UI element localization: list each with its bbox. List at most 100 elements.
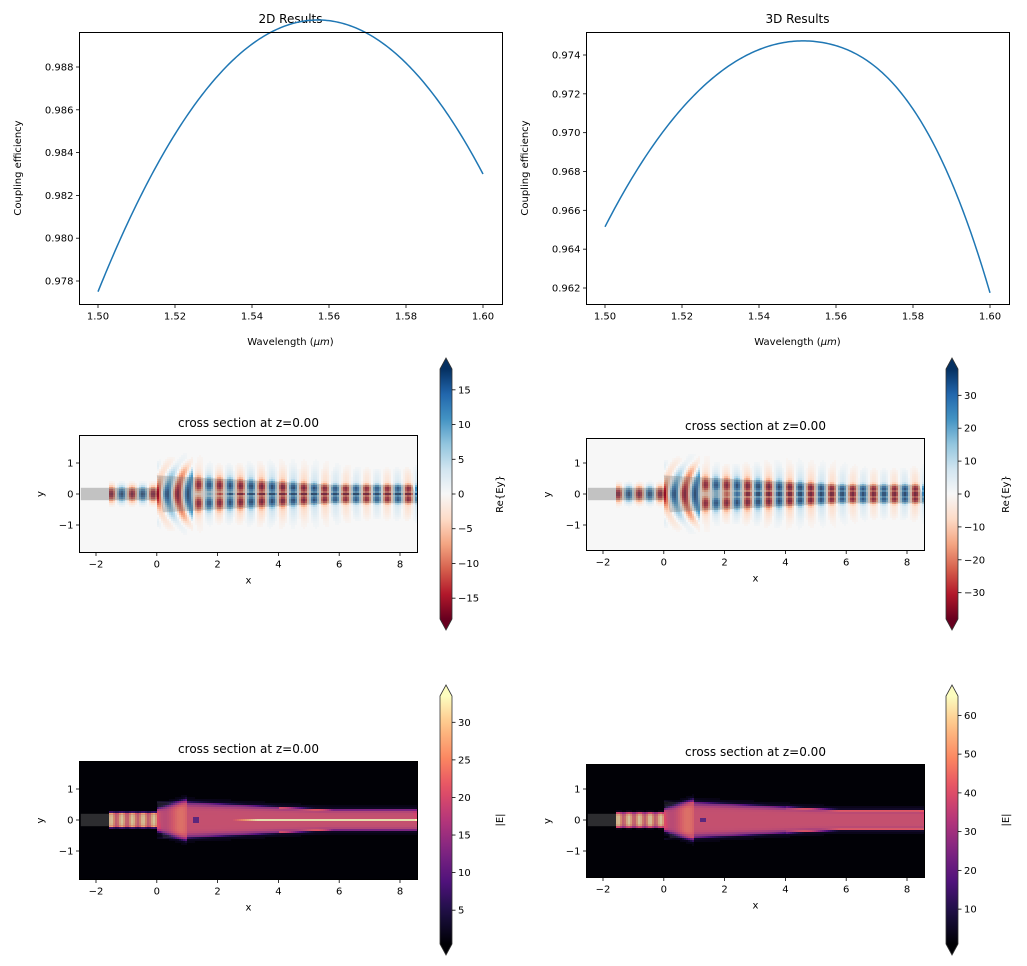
- heatmap-cell: [650, 484, 652, 486]
- heatmap-cell: [301, 461, 303, 463]
- heatmap-cell: [159, 487, 161, 489]
- heatmap-cell: [209, 513, 211, 515]
- heatmap-cell: [229, 471, 231, 473]
- heatmap-cell: [337, 481, 339, 483]
- heatmap-cell: [662, 502, 664, 504]
- heatmap-cell: [668, 502, 670, 504]
- heatmap-cell: [409, 485, 411, 487]
- heatmap-cell: [413, 477, 415, 479]
- heatmap-cell: [385, 519, 387, 521]
- heatmap-cell: [349, 471, 351, 473]
- heatmap-cell: [211, 489, 213, 491]
- heatmap-cell: [676, 496, 678, 498]
- heatmap-cell: [227, 483, 229, 485]
- heatmap-cell: [253, 499, 255, 501]
- heatmap-cell: [125, 483, 127, 485]
- heatmap-cell: [171, 479, 173, 481]
- heatmap-cell: [337, 475, 339, 477]
- heatmap-cell: [273, 479, 275, 481]
- heatmap-cell: [317, 513, 319, 515]
- heatmap-cell: [373, 501, 375, 503]
- heatmap-cell: [253, 519, 255, 521]
- heatmap-cell: [293, 469, 295, 471]
- heatmap-cell: [241, 521, 243, 523]
- heatmap-cell: [235, 469, 237, 471]
- heatmap-cell: [151, 485, 153, 487]
- heatmap-cell: [189, 473, 191, 475]
- heatmap-cell: [233, 509, 235, 511]
- heatmap-cell: [233, 497, 235, 499]
- heatmap-cell: [179, 495, 181, 497]
- heatmap-cell: [303, 521, 305, 523]
- heatmap-cell: [119, 487, 121, 489]
- heatmap-cell: [640, 500, 642, 502]
- heatmap-cell: [269, 487, 271, 489]
- heatmap-cell: [652, 486, 654, 488]
- heatmap-cell: [339, 519, 341, 521]
- heatmap-cell: [159, 517, 161, 519]
- heatmap-cell: [676, 508, 678, 510]
- heatmap-cell: [221, 469, 223, 471]
- heatmap-cell: [229, 481, 231, 483]
- heatmap-cell: [311, 495, 313, 497]
- heatmap-cell: [678, 456, 680, 458]
- heatmap-cell: [315, 515, 317, 517]
- heatmap-cell: [321, 479, 323, 481]
- heatmap-cell: [405, 503, 407, 505]
- heatmap-cell: [676, 472, 678, 474]
- heatmap-cell: [197, 505, 199, 507]
- heatmap-cell: [211, 487, 213, 489]
- heatmap-cell: [692, 512, 694, 514]
- heatmap-cell: [644, 488, 646, 490]
- heatmap-cell: [291, 467, 293, 469]
- heatmap-cell: [325, 493, 327, 495]
- heatmap-cell: [269, 481, 271, 483]
- heatmap-cell: [678, 484, 680, 486]
- heatmap-cell: [135, 487, 137, 489]
- heatmap-cell: [327, 497, 329, 499]
- heatmap-cell: [157, 511, 159, 513]
- heatmap-cell: [333, 487, 335, 489]
- heatmap-cell: [227, 485, 229, 487]
- heatmap-cell: [672, 518, 674, 520]
- heatmap-cell: [682, 464, 684, 466]
- heatmap-cell: [379, 477, 381, 479]
- heatmap-cell: [271, 479, 273, 481]
- heatmap-cell: [331, 489, 333, 491]
- heatmap-cell: [253, 475, 255, 477]
- heatmap-cell: [237, 465, 239, 467]
- heatmap-cell: [413, 475, 415, 477]
- heatmap-cell: [185, 475, 187, 477]
- heatmap-cell: [401, 481, 403, 483]
- heatmap-cell: [179, 521, 181, 523]
- heatmap-cell: [289, 513, 291, 515]
- heatmap-cell: [688, 482, 690, 484]
- heatmap-cell: [674, 500, 676, 502]
- heatmap-cell: [225, 489, 227, 491]
- heatmap-cell: [171, 469, 173, 471]
- heatmap-cell: [205, 465, 207, 467]
- heatmap-cell: [331, 509, 333, 511]
- heatmap-cell: [143, 505, 145, 507]
- heatmap-cell: [197, 459, 199, 461]
- heatmap-cell: [163, 503, 165, 505]
- heatmap-cell: [217, 501, 219, 503]
- heatmap-cell: [684, 472, 686, 474]
- y-tick-label: 0.984: [45, 148, 74, 159]
- heatmap-cell: [399, 473, 401, 475]
- heatmap-cell: [217, 495, 219, 497]
- heatmap-cell: [151, 501, 153, 503]
- heatmap-cell: [163, 511, 165, 513]
- heatmap-cell: [223, 511, 225, 513]
- heatmap-cell: [273, 509, 275, 511]
- heatmap-cell: [674, 526, 676, 528]
- heatmap-cell: [662, 490, 664, 492]
- heatmap-cell: [175, 487, 177, 489]
- heatmap-cell: [317, 497, 319, 499]
- heatmap-cell: [271, 491, 273, 493]
- heatmap-cell: [145, 489, 147, 491]
- heatmap-cell: [331, 505, 333, 507]
- heatmap-cell: [247, 517, 249, 519]
- heatmap-cell: [295, 517, 297, 519]
- heatmap-cell: [672, 492, 674, 494]
